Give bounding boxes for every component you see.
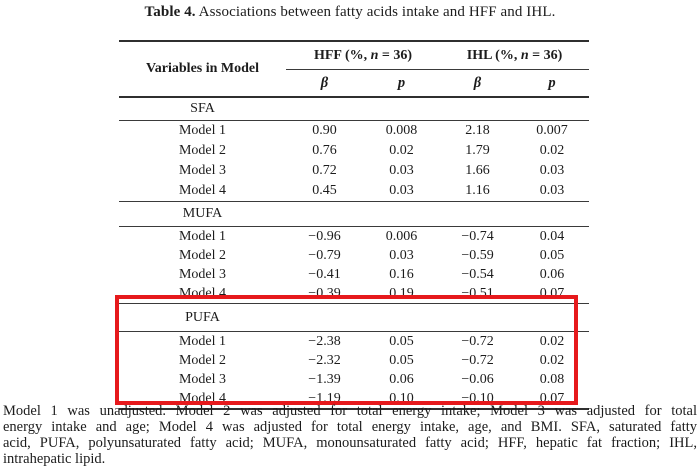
cell-beta-ihl: 1.66 — [465, 163, 490, 178]
column-group-hff: HFF (%, n = 36) — [286, 41, 441, 70]
cell-beta-hff: 0.76 — [312, 143, 337, 158]
cell-beta-ihl: −0.72 — [461, 352, 494, 368]
section-label-pufa: PUFA — [119, 303, 286, 332]
cell-p-ihl: 0.02 — [539, 352, 565, 368]
cell-p-ihl: 0.03 — [515, 181, 590, 202]
cell-p-hff: 0.03 — [363, 181, 441, 202]
footnote-line: Model 1 was unadjusted. Model 2 was adju… — [3, 403, 697, 419]
cell-beta-ihl: 2.18 — [465, 123, 490, 138]
cell-beta-ihl: −0.59 — [461, 247, 494, 263]
footnote-line: acid, PUFA, polyunsaturated fatty acid; … — [3, 435, 697, 451]
section-row-mufa: MUFA — [119, 201, 590, 227]
cell-p-ihl: 0.07 — [515, 284, 590, 304]
model-label: Model 1 — [178, 333, 227, 349]
group-hff-post: = 36) — [378, 47, 413, 63]
group-ihl-post: = 36) — [528, 47, 563, 63]
cell-p-hff: 0.06 — [389, 371, 414, 387]
model-label: Model 4 — [119, 181, 286, 202]
table-row: Model 1 −2.38 0.05 −0.72 0.02 — [119, 332, 589, 352]
section-filler — [286, 201, 590, 227]
cell-beta-hff: −1.39 — [308, 371, 341, 387]
cell-beta-hff: 0.45 — [286, 181, 363, 202]
table-footnote: Model 1 was unadjusted. Model 2 was adju… — [3, 403, 697, 467]
group-hff-n: n — [370, 47, 379, 63]
model-label: Model 3 — [178, 163, 227, 178]
cell-p-hff: 0.008 — [385, 123, 418, 138]
cell-beta-ihl: −0.51 — [440, 284, 516, 304]
cell-p-ihl: 0.03 — [539, 163, 565, 178]
footnote-line: intrahepatic lipid. — [3, 451, 106, 467]
cell-beta-hff: −0.41 — [308, 266, 341, 282]
cell-p-ihl: 0.08 — [539, 371, 565, 387]
group-ihl-n: n — [520, 47, 529, 63]
table-row: Model 2 −2.32 0.05 −0.72 0.02 — [119, 351, 589, 370]
model-label: Model 2 — [178, 352, 227, 368]
cell-beta-ihl: 1.79 — [465, 143, 490, 158]
column-group-ihl: IHL (%, n = 36) — [440, 41, 590, 70]
cell-p-hff: 0.03 — [389, 247, 414, 263]
cell-beta-hff: −0.96 — [308, 228, 341, 244]
cell-p-hff: 0.05 — [389, 352, 414, 368]
table-caption-number: Table 4. — [144, 4, 196, 20]
cell-beta-ihl: −0.72 — [461, 333, 494, 349]
subheader-beta-hff: β — [286, 69, 363, 98]
cell-beta-hff: 0.90 — [312, 123, 337, 138]
cell-beta-hff: −2.32 — [308, 352, 341, 368]
cell-p-hff: 0.16 — [389, 266, 414, 282]
cell-beta-ihl: −0.06 — [461, 371, 494, 387]
subheader-p-ihl: p — [515, 69, 590, 98]
group-ihl-pre: IHL (%, — [466, 47, 521, 63]
cell-p-ihl: 0.04 — [539, 228, 565, 244]
footnote-line: energy intake and age; Model 4 was adjus… — [3, 419, 697, 435]
cell-p-hff: 0.19 — [363, 284, 441, 304]
table-caption-text: Associations between fatty acids intake … — [195, 4, 556, 20]
column-header-variables: Variables in Model — [119, 41, 286, 98]
group-hff-pre: HFF (%, — [313, 47, 371, 63]
section-row-pufa: PUFA — [119, 303, 590, 332]
cell-beta-hff: 0.72 — [312, 163, 337, 178]
section-filler — [286, 303, 590, 332]
cell-p-ihl: 0.007 — [536, 123, 568, 138]
table-row: Model 1 0.90 0.008 2.18 0.007 — [119, 121, 589, 142]
cell-beta-ihl: −0.74 — [461, 228, 494, 244]
model-label: Model 4 — [119, 284, 286, 304]
results-table: Variables in Model HFF (%, n = 36) IHL (… — [119, 40, 590, 410]
model-label: Model 2 — [178, 247, 227, 263]
cell-p-ihl: 0.06 — [539, 266, 565, 282]
cell-beta-hff: −0.79 — [308, 247, 341, 263]
table-row: Model 1 −0.96 0.006 −0.74 0.04 — [119, 227, 589, 247]
model-label: Model 1 — [178, 123, 227, 138]
cell-beta-hff: −2.38 — [308, 333, 341, 349]
cell-p-hff: 0.03 — [389, 163, 414, 178]
cell-beta-ihl: −0.54 — [461, 266, 494, 282]
section-label-sfa: SFA — [119, 97, 286, 121]
table-caption: Table 4. Associations between fatty acid… — [0, 4, 700, 21]
table-row: Model 4 −0.39 0.19 −0.51 0.07 — [119, 284, 590, 304]
cell-p-hff: 0.02 — [389, 143, 414, 158]
model-label: Model 1 — [178, 228, 227, 244]
model-label: Model 2 — [178, 143, 227, 158]
model-label: Model 3 — [178, 371, 227, 387]
cell-p-ihl: 0.02 — [539, 143, 565, 158]
table-row: Model 4 0.45 0.03 1.16 0.03 — [119, 181, 590, 202]
cell-p-hff: 0.05 — [389, 333, 414, 349]
table-row: Model 2 −0.79 0.03 −0.59 0.05 — [119, 246, 589, 265]
table-row: Model 3 0.72 0.03 1.66 0.03 — [119, 161, 589, 181]
cell-beta-ihl: 1.16 — [440, 181, 516, 202]
subheader-p-hff: p — [363, 69, 441, 98]
table-row: Model 2 0.76 0.02 1.79 0.02 — [119, 141, 589, 161]
cell-p-hff: 0.006 — [385, 228, 418, 244]
section-filler — [286, 97, 590, 121]
subheader-beta-ihl: β — [440, 69, 516, 98]
table-row: Model 3 −1.39 0.06 −0.06 0.08 — [119, 370, 589, 389]
cell-beta-hff: −0.39 — [286, 284, 363, 304]
cell-p-ihl: 0.05 — [539, 247, 565, 263]
table-row: Model 3 −0.41 0.16 −0.54 0.06 — [119, 265, 589, 284]
model-label: Model 3 — [178, 266, 227, 282]
section-label-mufa: MUFA — [119, 201, 286, 227]
section-row-sfa: SFA — [119, 97, 590, 121]
cell-p-ihl: 0.02 — [539, 333, 565, 349]
